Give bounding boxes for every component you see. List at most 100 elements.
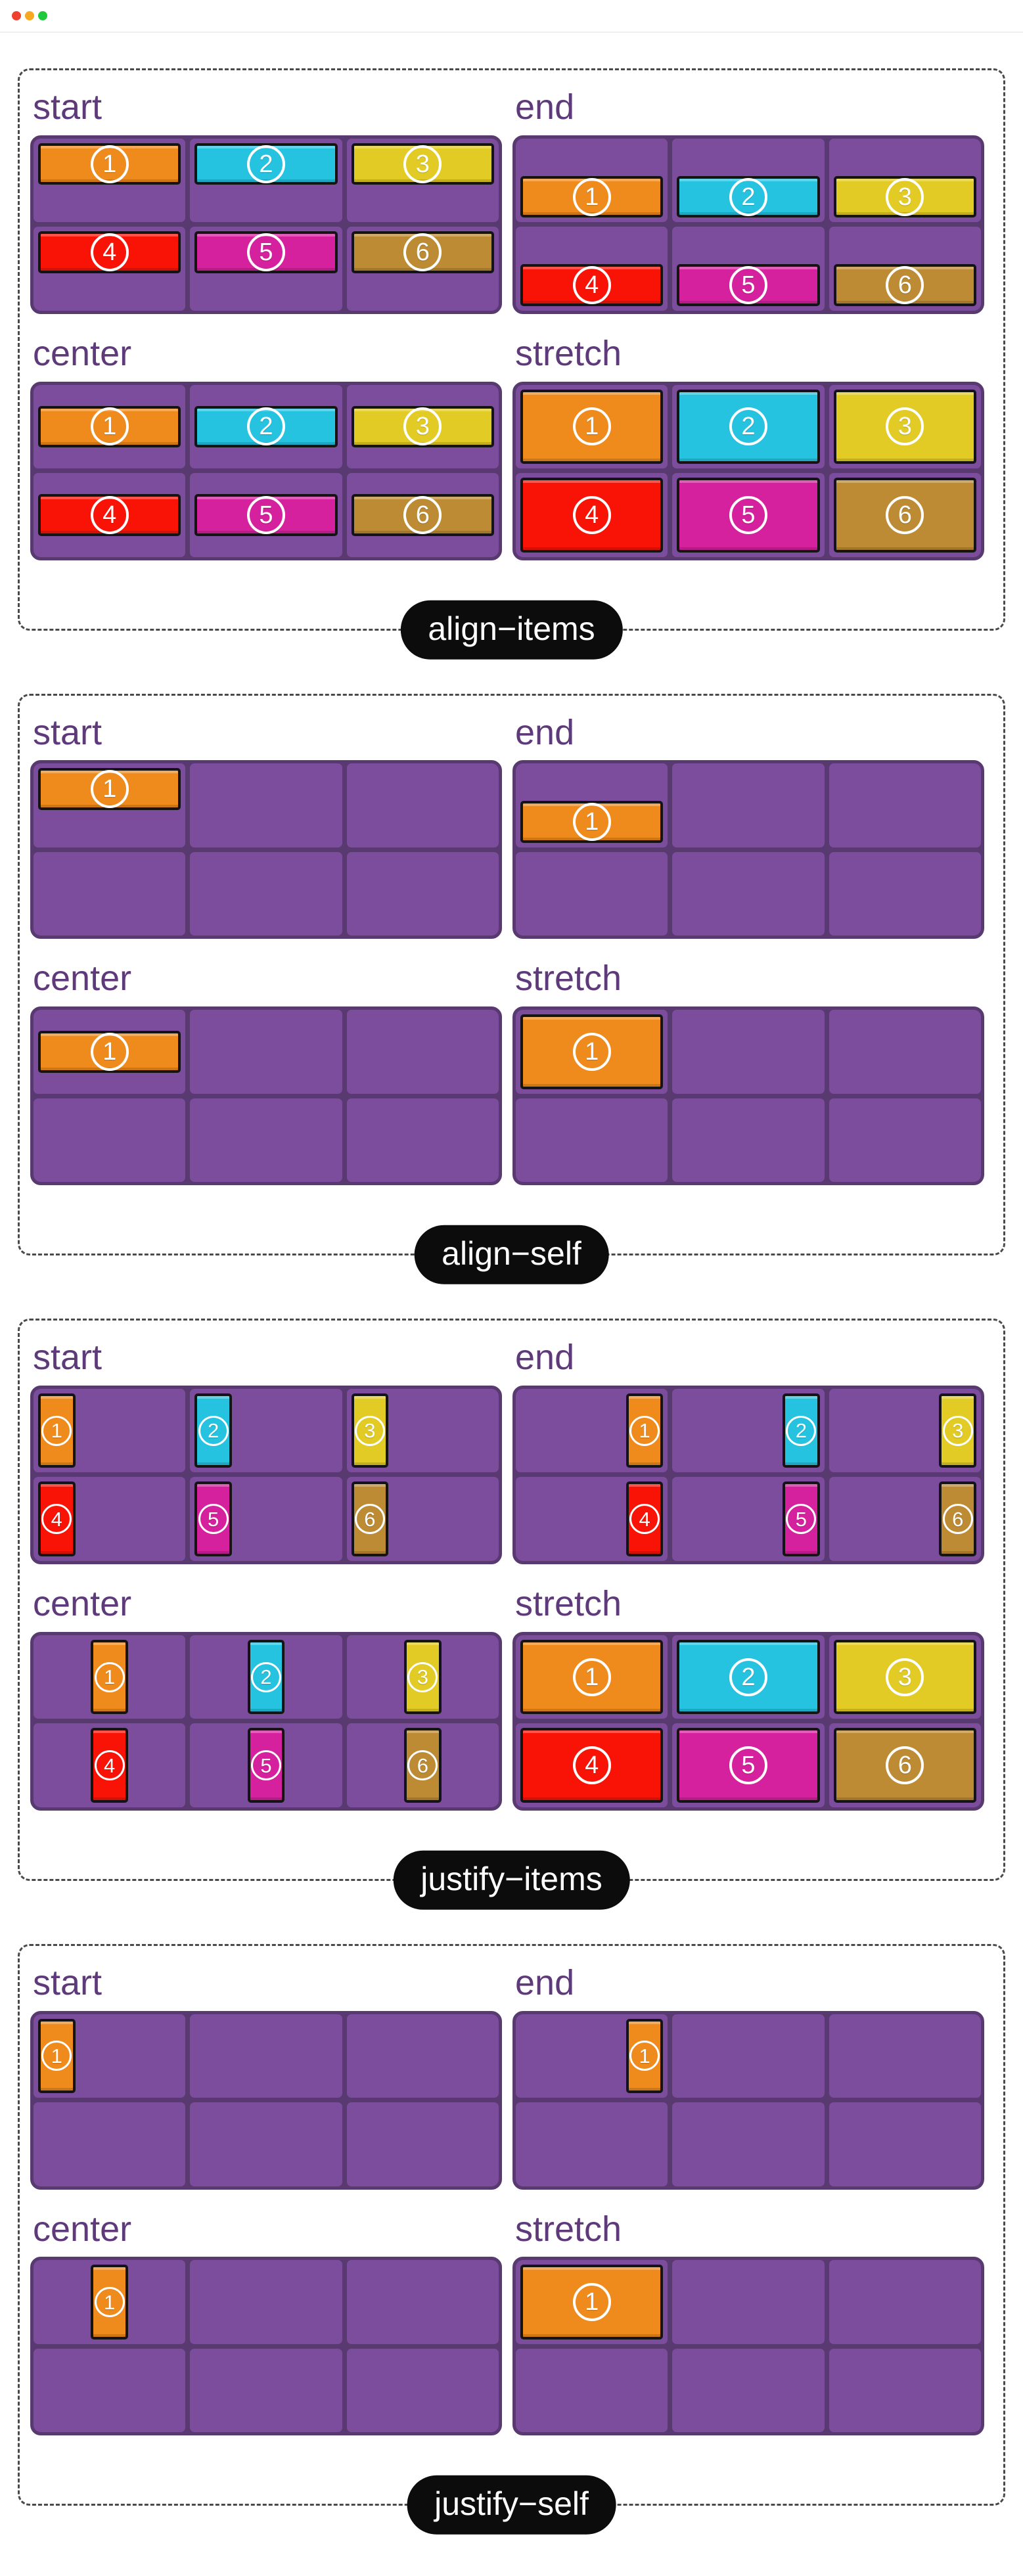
grid-cell-r1c1: 1: [34, 763, 186, 847]
item-number-badge: 2: [198, 1415, 229, 1446]
grid-cell-r1c3: [829, 2260, 981, 2344]
grid-cell-r1c2: [672, 1010, 825, 1094]
item-number-badge: 3: [354, 1415, 385, 1446]
grid-item-2: 2: [194, 405, 338, 448]
item-number-badge: 1: [572, 2283, 611, 2322]
grid-cell-r1c3: 3: [829, 384, 981, 469]
grid-cell-r2c3: 6: [346, 1477, 499, 1561]
section-label-pill: justify−self: [407, 2475, 616, 2535]
grid-cell-r2c1: [34, 2348, 186, 2433]
window-close-button[interactable]: [12, 11, 21, 20]
grid-container: 1 2 3 4 5 6: [30, 1631, 502, 1811]
grid-cell-r1c1: 1: [516, 1635, 668, 1719]
item-number-badge: 1: [41, 2041, 72, 2071]
grid-cell-r2c2: 5: [190, 1723, 342, 1807]
grid-container: 1 2 3 4 5 6: [512, 135, 984, 314]
panel-align-items-center: center 1 2 3 4 5 6: [30, 330, 502, 560]
panel-justify-self-stretch: stretch 1: [512, 2205, 984, 2436]
grid-item-4: 4: [520, 264, 664, 306]
section-align-items: start 1 2 3 4 5 6 end 1 2 3 4 5 6 center 1 2 3 4 5 6 stretch 1…: [18, 68, 1005, 660]
grid-cell-r1c1: 1: [34, 384, 186, 469]
grid-cell-r1c3: 3: [829, 138, 981, 223]
grid-item-1: 1: [38, 405, 181, 448]
grid-cell-r2c1: [34, 851, 186, 936]
section-justify-self: start 1 end 1 center 1 stretch 1 justify−self: [18, 1943, 1005, 2535]
grid-cell-r2c1: [516, 1098, 668, 1183]
section-justify-items: start 1 2 3 4 5 6 end 1 2 3 4 5 6 center 1 2 3 4 5 6 stretch 1…: [18, 1319, 1005, 1910]
item-number-badge: 2: [246, 407, 285, 446]
grid-cell-r2c1: 4: [34, 1723, 186, 1807]
grid-item-1: 1: [38, 1031, 181, 1073]
grid-item-3: 3: [833, 389, 976, 464]
grid-cell-r1c3: [829, 1010, 981, 1094]
grid-cell-r2c2: 5: [672, 473, 825, 557]
panel-align-self-center: center 1: [30, 955, 502, 1186]
panel-heading: center: [33, 2209, 132, 2249]
grid-cell-r1c3: 3: [829, 1635, 981, 1719]
grid-cell-r1c2: 2: [190, 1635, 342, 1719]
grid-cell-r2c3: 6: [829, 1477, 981, 1561]
grid-cell-r1c1: 1: [34, 2260, 186, 2344]
grid-cell-r1c3: [346, 2260, 499, 2344]
window-minimize-button[interactable]: [25, 11, 34, 20]
item-number-badge: 3: [403, 407, 442, 446]
item-number-badge: 5: [198, 1504, 229, 1535]
grid-container: 1 2 3 4 5 6: [512, 1385, 984, 1564]
grid-cell-r1c2: 2: [672, 384, 825, 469]
grid-cell-r2c2: [672, 1098, 825, 1183]
grid-item-6: 6: [351, 231, 494, 273]
grid-item-1: 1: [520, 175, 664, 218]
grid-cell-r2c3: [346, 851, 499, 936]
grid-cell-r2c3: [829, 851, 981, 936]
panel-justify-self-center: center 1: [30, 2205, 502, 2436]
grid-cell-r1c1: 1: [34, 1010, 186, 1094]
panel-justify-self-end: end 1: [512, 1959, 984, 2190]
item-number-badge: 1: [629, 2041, 660, 2071]
grid-item-5: 5: [194, 231, 338, 273]
panel-grid: start 1 end 1 center 1 stretch 1: [30, 709, 993, 1186]
grid-cell-r1c3: [829, 763, 981, 847]
grid-cell-r1c2: [190, 2014, 342, 2098]
panel-heading: end: [515, 1338, 575, 1378]
grid-item-4: 4: [38, 494, 181, 536]
grid-cell-r2c2: [672, 2102, 825, 2186]
window-zoom-button[interactable]: [38, 11, 47, 20]
item-number-badge: 5: [729, 266, 767, 305]
grid-cell-r1c3: [829, 2014, 981, 2098]
item-number-badge: 3: [942, 1415, 973, 1446]
grid-cell-r1c2: [190, 2260, 342, 2344]
grid-cell-r2c3: [346, 2102, 499, 2186]
grid-item-2: 2: [677, 175, 820, 218]
grid-item-4: 4: [520, 478, 664, 553]
section-label-pill: align−self: [414, 1225, 609, 1284]
grid-alignment-figure: start 1 2 3 4 5 6 end 1 2 3 4 5 6 center 1 2 3 4 5 6 stretch 1…: [0, 33, 1023, 2535]
item-number-badge: 1: [572, 1658, 611, 1696]
item-number-badge: 1: [572, 177, 611, 216]
item-number-badge: 4: [94, 1750, 125, 1781]
panel-heading: center: [33, 959, 132, 999]
grid-cell-r2c2: 5: [190, 473, 342, 557]
grid-cell-r1c2: 2: [672, 138, 825, 223]
item-number-badge: 4: [90, 495, 129, 534]
grid-cell-r1c1: 1: [34, 138, 186, 223]
grid-cell-r2c3: 6: [829, 1723, 981, 1807]
grid-cell-r1c2: [672, 763, 825, 847]
grid-item-6: 6: [404, 1728, 442, 1803]
grid-item-6: 6: [833, 264, 976, 306]
grid-container: 1: [30, 2010, 502, 2190]
grid-cell-r2c1: [516, 2348, 668, 2433]
grid-cell-r1c3: 3: [829, 1388, 981, 1473]
grid-item-1: 1: [38, 1393, 76, 1468]
grid-cell-r2c1: 4: [516, 227, 668, 311]
item-number-badge: 3: [403, 145, 442, 183]
panel-align-self-start: start 1: [30, 709, 502, 939]
grid-item-3: 3: [351, 1393, 389, 1468]
grid-item-1: 1: [91, 2265, 128, 2339]
grid-item-2: 2: [194, 143, 338, 185]
grid-cell-r1c2: 2: [672, 1635, 825, 1719]
grid-cell-r1c2: [672, 2014, 825, 2098]
item-number-badge: 6: [942, 1504, 973, 1535]
grid-container: 1 2 3 4 5 6: [512, 1631, 984, 1811]
grid-cell-r1c2: [672, 2260, 825, 2344]
item-number-badge: 6: [886, 1746, 924, 1785]
